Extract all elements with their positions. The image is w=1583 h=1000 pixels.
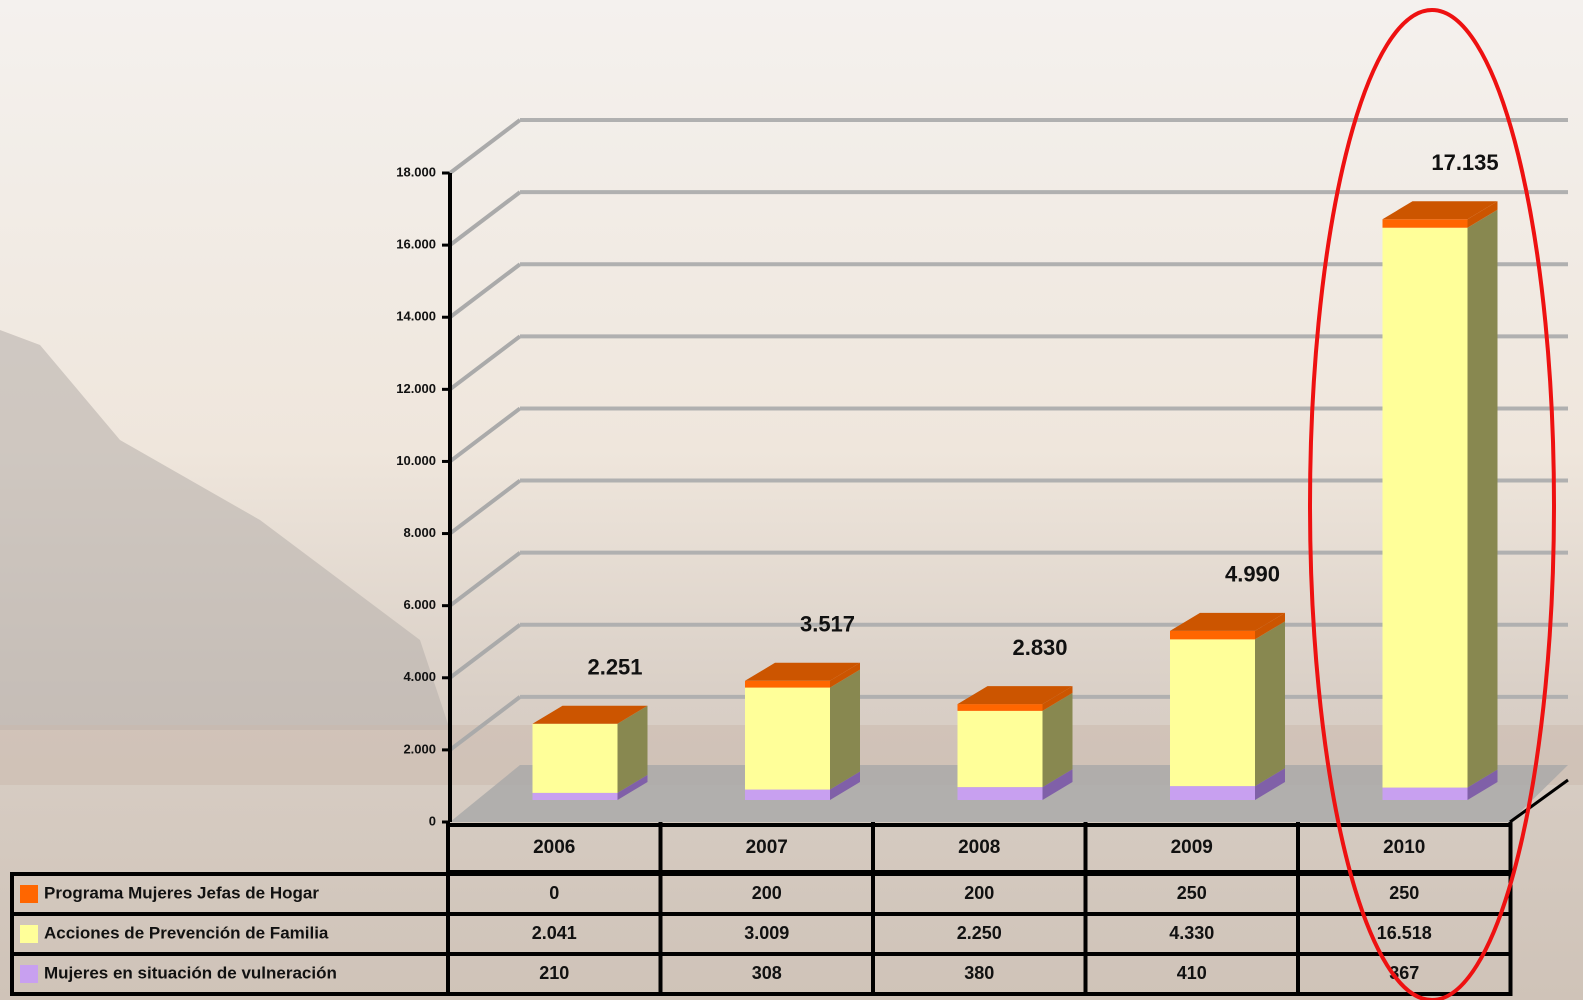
bar-segment [532,723,618,793]
bar-top [1170,612,1285,631]
bar-top [1382,201,1498,220]
y-tick-label: 0 [429,813,436,828]
bar-top [532,705,648,724]
total-label: 17.135 [1431,150,1498,175]
category-label: 2007 [746,837,788,858]
grid-diagonal [448,478,522,536]
bar-segment [957,710,1043,788]
mountain [0,330,450,730]
plot: 0 2.000 4.000 6.000 8.000 10.000 12.000 14.000 1… [10,118,1569,996]
grid-diagonal [448,406,522,464]
bar-segment [957,787,1043,800]
bar-segment [1170,786,1255,800]
bar-segment [745,680,830,688]
bar-segment [1170,639,1255,787]
x-axis-back [1509,778,1569,824]
legend-label: Mujeres en situación de vulneración [44,963,337,982]
legend-label: Acciones de Prevención de Familia [44,923,329,942]
bar-segment [1170,630,1255,640]
y-tick-label: 14.000 [396,309,436,324]
bar-side [830,669,860,790]
table-value: 2.250 [957,923,1002,943]
bar-side [1255,612,1285,640]
y-tick-label: 16.000 [396,237,436,252]
bar-side [1467,201,1498,228]
bar-side [617,774,648,800]
category-label: 2008 [958,837,1000,858]
table-value: 200 [752,883,782,903]
grid-diagonal [448,695,522,752]
grid-diagonal [448,623,522,680]
table-row [10,952,1513,996]
y-tick-label: 2.000 [403,741,436,756]
table-value: 250 [1177,883,1207,903]
table-value: 200 [964,883,994,903]
bar-side [1042,692,1073,788]
bar-top [957,686,1073,705]
table-value: 2.041 [532,923,577,943]
bar-side [1255,768,1285,800]
bar-side [1042,769,1073,800]
table-value: 16.518 [1377,923,1432,943]
total-label: 4.990 [1225,562,1280,587]
bar-top [745,662,860,681]
bar-side [1467,769,1498,800]
bar-segment [745,789,830,800]
bar-side [1467,209,1498,788]
y-tick-label: 4.000 [403,669,436,684]
table-value: 4.330 [1169,923,1214,943]
bar-side [830,771,860,800]
legend-swatch [20,925,38,943]
table-value: 380 [964,963,994,983]
y-tick-label: 6.000 [403,597,436,612]
bar-side [617,705,648,793]
total-label: 2.251 [587,655,642,680]
highlight-ellipse [1308,8,1556,1000]
y-tick-label: 10.000 [396,453,436,468]
table-value: 308 [752,963,782,983]
table-value: 0 [549,883,559,903]
category-label: 2006 [533,837,575,858]
grid-diagonal [448,262,522,319]
bar-segment [1382,227,1468,788]
total-label: 2.830 [1012,635,1067,660]
bar-segment [1382,787,1468,800]
table-value: 3.009 [744,923,789,943]
category-label: 2009 [1171,837,1213,858]
bar-side [1255,621,1285,787]
grid-diagonal [448,190,522,247]
y-tick-label: 12.000 [396,381,436,396]
grid-diagonal [448,118,522,175]
bar-side [830,662,860,688]
legend-label: Programa Mujeres Jefas de Hogar [44,883,319,902]
legend-swatch [20,965,38,983]
bar-side [1042,686,1073,711]
table-value: 210 [539,963,569,983]
bar-segment [1382,219,1468,228]
grid-diagonal [448,334,522,391]
bar-segment [532,792,618,800]
category-label: 2010 [1383,837,1425,858]
y-tick-label: 18.000 [396,164,436,179]
bar-segment [745,687,830,790]
y-tick-label: 8.000 [403,525,436,540]
grid-diagonal [448,551,522,608]
table-value: 410 [1177,963,1207,983]
table-value: 250 [1389,883,1419,903]
legend-swatch [20,885,38,903]
total-label: 3.517 [800,612,855,637]
bar-segment [957,704,1043,711]
